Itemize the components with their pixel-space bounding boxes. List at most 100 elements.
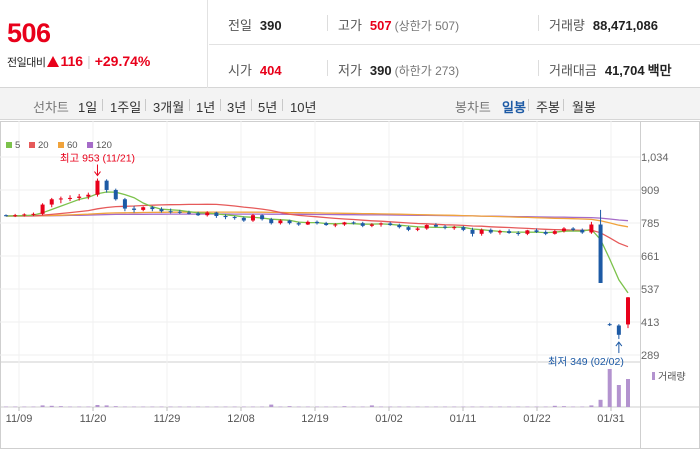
candle-body bbox=[415, 228, 420, 230]
volume-bar bbox=[479, 406, 484, 408]
line-period-3m[interactable]: 3개월 bbox=[153, 100, 185, 115]
low-label: 저가 bbox=[338, 63, 362, 78]
current-price: 506 bbox=[7, 18, 51, 48]
divider bbox=[327, 15, 328, 31]
low-marker-arrowhead bbox=[615, 341, 623, 347]
low-annotation: 최저 349 (02/02) bbox=[548, 356, 624, 368]
candle-body bbox=[141, 207, 146, 210]
candle-body bbox=[278, 220, 283, 224]
candle-body bbox=[470, 229, 475, 234]
volume-bar bbox=[113, 406, 118, 407]
open-value: 404 bbox=[259, 63, 282, 78]
divider bbox=[189, 99, 190, 111]
volume-bar bbox=[232, 406, 237, 408]
candle-body bbox=[571, 228, 576, 230]
volume-bars: 거래량 bbox=[4, 369, 686, 408]
volume-bar bbox=[351, 406, 356, 408]
y-tick-label: 537 bbox=[641, 284, 659, 296]
y-tick-label: 785 bbox=[641, 218, 659, 230]
volume-bar bbox=[77, 406, 82, 408]
candle-body bbox=[607, 324, 612, 326]
divider bbox=[538, 60, 539, 76]
candle-body bbox=[104, 180, 109, 190]
divider bbox=[220, 99, 221, 111]
up-triangle-icon bbox=[47, 56, 60, 67]
volume-bar bbox=[561, 406, 566, 407]
candle-body bbox=[507, 231, 512, 234]
prev-close-value: 390 bbox=[259, 18, 282, 33]
line-period-1y[interactable]: 1년 bbox=[196, 100, 216, 115]
line-period-10y[interactable]: 10년 bbox=[290, 100, 317, 115]
candle-body bbox=[580, 229, 585, 233]
candle-body bbox=[168, 211, 173, 213]
ma60-line bbox=[6, 211, 629, 228]
volume-bar bbox=[31, 406, 36, 408]
candle-body bbox=[31, 213, 36, 215]
legend-swatch bbox=[87, 142, 93, 148]
y-tick-label: 413 bbox=[641, 317, 659, 329]
candle-body bbox=[113, 189, 118, 200]
upper-limit: (상한가 507) bbox=[394, 19, 460, 33]
change-value: 116 bbox=[60, 53, 84, 69]
line-period-1w[interactable]: 1주일 bbox=[110, 100, 142, 115]
volume-bar bbox=[4, 406, 8, 408]
candle-body bbox=[260, 215, 265, 220]
candle-body bbox=[488, 229, 493, 233]
divider bbox=[528, 99, 529, 111]
high-label: 고가 bbox=[338, 18, 362, 33]
volume-bar bbox=[214, 406, 219, 408]
candle-body bbox=[324, 223, 329, 226]
divider bbox=[563, 99, 564, 111]
candle-period-weekly[interactable]: 주봉 bbox=[536, 100, 560, 115]
candle-body bbox=[177, 211, 182, 213]
divider bbox=[251, 99, 252, 111]
low-value: 390 bbox=[369, 63, 392, 78]
volume-bar bbox=[177, 406, 182, 408]
volume-bar bbox=[360, 406, 365, 408]
candle-chart-label: 봉차트 bbox=[455, 100, 491, 115]
divider bbox=[102, 99, 103, 111]
high-marker-arrowhead bbox=[94, 171, 101, 177]
candle-body bbox=[360, 223, 365, 226]
lower-limit: (하한가 273) bbox=[394, 64, 460, 78]
y-tick-label: 289 bbox=[641, 350, 659, 362]
volume-legend-swatch bbox=[652, 372, 655, 380]
legend-label: 60 bbox=[67, 140, 78, 151]
candle-body bbox=[315, 221, 319, 224]
candle-body bbox=[369, 224, 374, 226]
volume-bar bbox=[388, 406, 393, 408]
low-stat: 저가 390 (하한가 273) bbox=[338, 60, 459, 79]
candle-period-monthly[interactable]: 월봉 bbox=[572, 100, 596, 115]
line-period-5y[interactable]: 5년 bbox=[258, 100, 278, 115]
volume-bar bbox=[86, 406, 91, 408]
volume-bar bbox=[205, 406, 210, 408]
volume-stat: 거래량 88,471,086 bbox=[549, 15, 658, 34]
candle-body bbox=[122, 199, 127, 209]
line-chart-label: 선차트 bbox=[33, 100, 69, 115]
volume-bar bbox=[40, 405, 45, 407]
volume-bar bbox=[150, 406, 155, 408]
candle-body bbox=[132, 208, 137, 210]
candle-body bbox=[77, 196, 82, 198]
volume-bar bbox=[507, 406, 512, 408]
change-row: 전일대비 116 | +29.74% bbox=[7, 53, 150, 70]
volume-bar bbox=[406, 406, 411, 408]
divider bbox=[327, 60, 328, 76]
candle-period-daily[interactable]: 일봉 bbox=[502, 100, 526, 115]
high-value: 507 bbox=[369, 18, 392, 33]
volume-bar bbox=[525, 406, 530, 408]
volume-bar bbox=[141, 406, 146, 408]
line-period-3y[interactable]: 3년 bbox=[227, 100, 247, 115]
volume-label: 거래량 bbox=[549, 18, 585, 33]
candle-body bbox=[49, 199, 54, 205]
volume-bar bbox=[159, 406, 164, 408]
line-period-1d[interactable]: 1일 bbox=[78, 100, 98, 115]
amount-label: 거래대금 bbox=[549, 63, 597, 78]
candle-body bbox=[196, 213, 201, 216]
candle-body bbox=[86, 194, 91, 197]
volume-bar bbox=[196, 406, 201, 408]
candle-body bbox=[397, 225, 402, 228]
volume-bar bbox=[68, 406, 73, 408]
divider bbox=[145, 99, 146, 111]
volume-bar bbox=[552, 405, 557, 407]
